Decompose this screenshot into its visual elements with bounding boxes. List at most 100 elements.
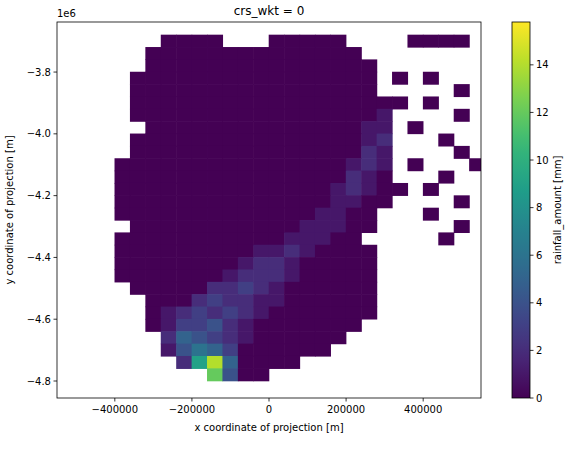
heatmap-cell [145, 171, 161, 184]
heatmap-cell [130, 84, 146, 97]
heatmap-cell [161, 84, 177, 97]
heatmap-cell [300, 134, 316, 147]
heatmap-cell [315, 220, 331, 233]
heatmap-cell [130, 269, 146, 282]
heatmap-cell [407, 121, 423, 134]
heatmap-cell [315, 208, 331, 221]
heatmap-cell [253, 232, 269, 245]
heatmap-cell [238, 294, 254, 307]
heatmap-cell [115, 269, 131, 282]
heatmap-cell [207, 59, 223, 72]
heatmap-cell [330, 183, 346, 196]
heatmap-cell [269, 84, 285, 97]
heatmap-cell [253, 195, 269, 208]
heatmap-cell [130, 208, 146, 221]
heatmap-cell [222, 319, 238, 332]
heatmap-cell [207, 282, 223, 295]
x-tick-label: 200000 [327, 404, 365, 415]
heatmap-cell [377, 121, 393, 134]
colorbar-tick [530, 255, 534, 256]
heatmap-cell [176, 35, 192, 48]
x-tick-label: −400000 [92, 404, 139, 415]
heatmap-cell [361, 220, 377, 233]
heatmap-cell [176, 331, 192, 344]
heatmap-cell [330, 294, 346, 307]
heatmap-cell [361, 245, 377, 258]
heatmap-cell [315, 282, 331, 295]
heatmap-cell [315, 269, 331, 282]
heatmap-cell [130, 183, 146, 196]
heatmap-cell [330, 84, 346, 97]
heatmap-cell [222, 96, 238, 109]
heatmap-cell [207, 208, 223, 221]
heatmap-cell [192, 72, 208, 85]
heatmap-cell [300, 171, 316, 184]
x-tick [346, 398, 347, 402]
heatmap-cell [269, 294, 285, 307]
heatmap-cell [269, 195, 285, 208]
heatmap-cell [253, 331, 269, 344]
heatmap-cell [176, 257, 192, 270]
heatmap-cell [377, 195, 393, 208]
heatmap-cell [269, 109, 285, 122]
y-offset-text: 1e6 [57, 8, 76, 19]
heatmap-cell [115, 257, 131, 270]
heatmap-cell [207, 245, 223, 258]
heatmap-cell [253, 96, 269, 109]
x-axis-title: x coordinate of projection [m] [194, 422, 343, 433]
heatmap-cell [176, 245, 192, 258]
heatmap-cell [269, 319, 285, 332]
heatmap-cell [330, 158, 346, 171]
heatmap-cell [176, 72, 192, 85]
heatmap-cell [346, 158, 362, 171]
heatmap-cell [253, 134, 269, 147]
heatmap-cell [330, 35, 346, 48]
heatmap-cell [330, 232, 346, 245]
heatmap-cell [284, 183, 300, 196]
heatmap-cell [300, 245, 316, 258]
heatmap-cell [438, 171, 454, 184]
heatmap-cell [161, 257, 177, 270]
heatmap-cell [315, 331, 331, 344]
heatmap-cell [377, 96, 393, 109]
x-tick-label: 0 [266, 404, 272, 415]
heatmap-cell [300, 257, 316, 270]
heatmap-cell [253, 47, 269, 60]
heatmap-cell [300, 307, 316, 320]
heatmap-cell [315, 344, 331, 357]
heatmap-cell [161, 59, 177, 72]
heatmap-cell [315, 134, 331, 147]
heatmap-cell [161, 171, 177, 184]
heatmap-cell [115, 183, 131, 196]
heatmap-cell [192, 195, 208, 208]
heatmap-cell [222, 72, 238, 85]
heatmap-cell [192, 208, 208, 221]
heatmap-cell [454, 146, 470, 159]
heatmap-cell [238, 146, 254, 159]
heatmap-cell [145, 319, 161, 332]
y-tick-label: −4.2 [27, 190, 51, 201]
heatmap-cell [222, 220, 238, 233]
heatmap-cell [176, 183, 192, 196]
heatmap-cell [130, 282, 146, 295]
heatmap-cell [361, 134, 377, 147]
heatmap-cell [330, 47, 346, 60]
heatmap-cell [238, 84, 254, 97]
heatmap-cell [300, 84, 316, 97]
heatmap-cell [192, 282, 208, 295]
colorbar-tick-label: 8 [536, 202, 542, 213]
heatmap-cell [454, 220, 470, 233]
heatmap-cell [161, 344, 177, 357]
heatmap-cell [300, 294, 316, 307]
heatmap-cell [192, 109, 208, 122]
heatmap-cell [284, 121, 300, 134]
heatmap-cell [330, 195, 346, 208]
heatmap-cell [346, 121, 362, 134]
y-tick-label: −3.8 [27, 67, 51, 78]
heatmap-cell [284, 35, 300, 48]
heatmap-cell [284, 245, 300, 258]
heatmap-cell [269, 269, 285, 282]
heatmap-cell [176, 307, 192, 320]
heatmap-cell [300, 146, 316, 159]
heatmap-cell [361, 109, 377, 122]
